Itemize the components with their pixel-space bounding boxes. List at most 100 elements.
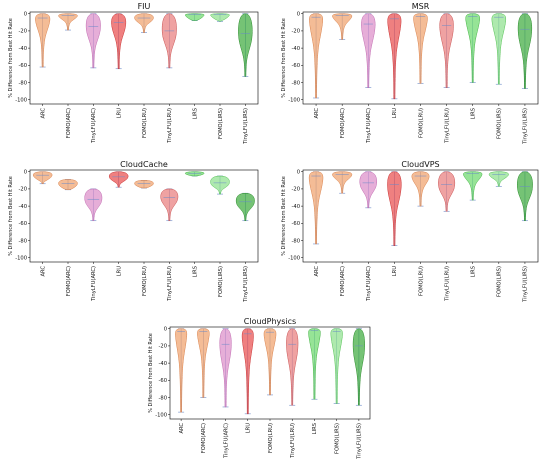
y-tick-label: -40	[159, 361, 167, 367]
x-tick-label: TinyLFU(ARC)	[91, 266, 97, 302]
y-tick-label: -80	[159, 395, 167, 401]
y-axis-label: % Difference from Best Hit Rate	[8, 18, 14, 98]
x-tick-label: FOMO(LIRS)	[334, 423, 340, 454]
x-tick-label: FOMO(LRU)	[418, 108, 424, 138]
violin-tinylfu-arc	[361, 13, 376, 88]
x-tick-label: TinyLFU(LIRS)	[243, 266, 249, 303]
violin-lru	[387, 171, 402, 246]
violin-tinylfu-arc	[219, 328, 232, 408]
violin-tinylfu-arc	[359, 171, 377, 209]
violin-panel-cloudphysics: CloudPhysics % Difference from Best Hit R…	[148, 317, 371, 460]
x-tick-label: TinyLFU(LRU)	[444, 266, 450, 302]
x-tick-label: FOMO(LIRS)	[497, 108, 503, 139]
x-tick-label: FOMO(ARC)	[66, 108, 72, 138]
y-tick-label: -80	[19, 238, 27, 244]
violin-fomo-arc	[58, 179, 78, 191]
x-tick-label: FOMO(LRU)	[418, 266, 424, 296]
x-tick-label: FOMO(ARC)	[340, 108, 346, 138]
y-tick-label: -40	[19, 204, 27, 210]
violin-fomo-arc	[58, 13, 78, 31]
y-tick-label: -100	[288, 256, 300, 262]
x-tick-label: TinyLFU(ARC)	[223, 423, 229, 459]
y-tick-label: -80	[292, 80, 300, 86]
x-tick-label: FOMO(LRU)	[268, 423, 274, 453]
y-tick-label: -20	[19, 29, 27, 35]
violin-tinylfu-lru	[161, 13, 177, 69]
chart-title: FIU	[138, 2, 151, 11]
y-axis-label: % Difference from Best Hit Rate	[148, 333, 154, 413]
violin-tinylfu-lru	[160, 188, 179, 221]
y-tick-label: 0	[24, 12, 27, 18]
violin-tinylfu-arc	[85, 13, 101, 69]
violin-lirs	[184, 13, 205, 21]
violin-panel-fiu: FIU % Difference from Best Hit Rate 0 -20 -4…	[8, 2, 259, 145]
violin-fomo-arc	[332, 171, 353, 194]
x-tick-label: LIRS	[471, 266, 477, 277]
y-tick-label: -20	[292, 29, 300, 35]
chart-title: MSR	[412, 2, 430, 11]
y-axis-label: % Difference from Best Hit Rate	[281, 18, 287, 98]
y-tick-label: 0	[297, 12, 300, 18]
x-tick-label: FOMO(LRU)	[142, 108, 148, 138]
x-tick-label: FOMO(ARC)	[66, 266, 72, 296]
violin-fomo-lirs	[488, 171, 509, 187]
x-tick-label: LIRS	[192, 108, 198, 119]
violin-lirs	[463, 171, 483, 201]
violin-lru	[108, 171, 129, 188]
chart-title: CloudPhysics	[244, 317, 296, 326]
x-tick-label: TinyLFU(ARC)	[366, 108, 372, 144]
x-tick-label: TinyLFU(ARC)	[366, 266, 372, 302]
x-tick-label: FOMO(LIRS)	[218, 266, 224, 297]
x-tick-label: FOMO(LIRS)	[218, 108, 224, 139]
y-tick-label: -40	[292, 46, 300, 52]
x-tick-label: FOMO(LIRS)	[497, 266, 503, 297]
violin-tinylfu-lirs	[238, 13, 253, 77]
violin-arc	[32, 171, 53, 185]
violin-tinylfu-lirs	[235, 192, 255, 221]
x-tick-label: TinyLFU(LIRS)	[243, 108, 249, 145]
x-tick-label: ARC	[40, 266, 46, 277]
y-axis-label: % Difference from Best Hit Rate	[8, 176, 14, 256]
y-tick-label: -20	[159, 344, 167, 350]
x-tick-label: ARC	[314, 108, 320, 119]
x-tick-label: ARC	[40, 108, 46, 119]
violin-lru	[241, 328, 254, 415]
x-tick-label: LIRS	[471, 108, 477, 119]
violin-lru	[111, 13, 127, 69]
x-tick-label: ARC	[179, 423, 185, 434]
violin-tinylfu-lirs	[517, 171, 533, 221]
chart-title: CloudCache	[120, 160, 168, 169]
y-tick-label: -100	[288, 98, 300, 104]
violin-fomo-lirs	[210, 13, 230, 22]
y-tick-label: -40	[292, 204, 300, 210]
x-tick-label: LRU	[392, 266, 398, 276]
x-tick-label: LRU	[246, 423, 252, 433]
y-tick-label: -40	[19, 46, 27, 52]
violin-tinylfu-lru	[439, 13, 454, 88]
violin-tinylfu-arc	[84, 188, 103, 221]
violin-lirs	[184, 171, 205, 177]
y-tick-label: -60	[19, 63, 27, 69]
x-tick-label: TinyLFU(ARC)	[91, 108, 97, 144]
violin-tinylfu-lirs	[352, 328, 365, 406]
violin-arc	[175, 328, 188, 413]
y-tick-label: -80	[292, 238, 300, 244]
x-tick-label: LIRS	[192, 266, 198, 277]
y-tick-label: -20	[292, 187, 300, 193]
violin-fomo-lirs	[491, 13, 507, 85]
y-tick-label: 0	[297, 170, 300, 176]
y-tick-label: 0	[164, 327, 167, 333]
violin-fomo-lru	[134, 13, 154, 33]
x-tick-label: LRU	[116, 108, 122, 118]
x-tick-label: LRU	[116, 266, 122, 276]
violin-fomo-lru	[263, 328, 277, 396]
x-tick-label: TinyLFU(LIRS)	[357, 423, 363, 460]
x-tick-label: TinyLFU(LRU)	[444, 108, 450, 144]
violin-panel-msr: MSR % Difference from Best Hit Rate 0 -20 -4…	[281, 2, 539, 145]
y-tick-label: -60	[292, 63, 300, 69]
y-tick-label: -60	[159, 378, 167, 384]
y-axis-label: % Difference from Best Hit Rate	[281, 176, 287, 256]
violin-fomo-lirs	[210, 175, 230, 195]
x-tick-label: TinyLFU(LIRS)	[523, 266, 529, 303]
violin-lirs	[465, 13, 480, 83]
